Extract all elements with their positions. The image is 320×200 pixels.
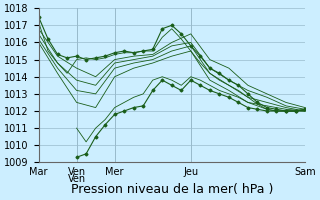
X-axis label: Pression niveau de la mer( hPa ): Pression niveau de la mer( hPa ) (71, 183, 273, 196)
Text: Ven: Ven (68, 174, 86, 184)
